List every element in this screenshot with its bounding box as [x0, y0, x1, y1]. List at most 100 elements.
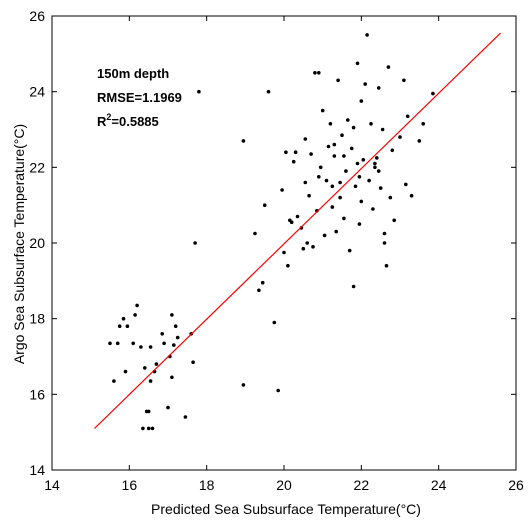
data-point-30: [183, 415, 188, 419]
data-point-40: [262, 203, 267, 207]
x-tick-label-22: 22: [354, 477, 370, 493]
data-point-117: [330, 184, 335, 189]
data-point-101: [392, 218, 397, 223]
data-point-111: [338, 195, 342, 200]
data-point-106: [409, 193, 414, 198]
data-point-112: [355, 161, 360, 166]
x-tick-label-14: 14: [44, 477, 60, 493]
data-point-83: [357, 222, 362, 226]
data-point-77: [346, 118, 350, 122]
data-point-35: [241, 383, 246, 387]
fit-line: [94, 32, 501, 429]
x-axis-title: Predicted Sea Subsurface Temperature(°C): [151, 501, 421, 517]
data-point-110: [332, 142, 337, 147]
data-point-72: [336, 78, 340, 83]
data-point-20: [154, 362, 159, 366]
data-point-102: [398, 135, 402, 139]
data-point-17: [148, 345, 153, 349]
data-point-122: [376, 169, 381, 173]
data-point-73: [338, 180, 342, 185]
data-point-0: [108, 341, 112, 346]
data-point-27: [172, 343, 176, 347]
data-point-69: [330, 205, 335, 209]
data-point-10: [139, 345, 143, 349]
y-tick-label-14: 14: [29, 462, 45, 478]
data-point-5: [123, 369, 128, 374]
data-point-25: [170, 375, 174, 380]
data-point-26: [170, 313, 174, 317]
data-point-120: [303, 137, 308, 141]
data-point-3: [117, 324, 122, 329]
data-point-9: [135, 303, 139, 308]
annotation-r2: R2=0.5885: [97, 112, 159, 129]
data-point-36: [241, 139, 246, 143]
axis-ticks: 14 16 18 20 22 24 26 14 16 18 20 22 24 26: [29, 8, 524, 493]
fit-line-group: [94, 32, 501, 429]
data-point-16: [148, 379, 153, 383]
data-points: [108, 33, 435, 431]
data-point-84: [359, 99, 364, 103]
data-point-95: [380, 127, 385, 132]
data-point-29: [175, 335, 180, 340]
y-tick-label-26: 26: [29, 8, 45, 24]
data-point-51: [293, 150, 298, 154]
data-point-109: [431, 91, 435, 96]
data-point-103: [402, 78, 406, 83]
annotation-r2-prefix: R: [97, 114, 107, 129]
data-point-93: [376, 86, 381, 90]
data-point-22: [162, 341, 166, 346]
y-tick-label-22: 22: [29, 159, 45, 175]
y-tick-label-18: 18: [29, 311, 45, 327]
x-tick-label-26: 26: [508, 477, 524, 493]
data-point-55: [303, 180, 308, 185]
data-point-12: [143, 366, 147, 370]
data-point-92: [375, 156, 379, 160]
data-point-42: [272, 320, 277, 325]
data-point-59: [311, 245, 315, 249]
data-point-76: [344, 169, 348, 173]
data-point-63: [318, 165, 323, 170]
data-point-66: [324, 178, 329, 183]
data-point-43: [276, 388, 281, 393]
data-point-71: [334, 229, 339, 234]
data-point-98: [386, 65, 391, 69]
annotation-depth: 150m depth: [97, 66, 169, 81]
data-point-41: [266, 89, 271, 94]
y-tick-label-20: 20: [29, 235, 45, 251]
data-point-94: [378, 186, 383, 190]
data-point-104: [404, 182, 408, 187]
data-point-45: [282, 250, 286, 255]
data-point-23: [166, 405, 170, 410]
data-point-57: [307, 193, 311, 198]
annotation-rmse: RMSE=1.1969: [97, 90, 182, 105]
data-point-58: [309, 152, 313, 156]
data-point-68: [328, 122, 333, 126]
annotation-r2-value: =0.5885: [111, 114, 158, 129]
data-point-113: [373, 161, 377, 166]
data-point-18: [150, 426, 155, 431]
data-point-56: [305, 241, 310, 245]
x-tick-label-24: 24: [431, 477, 447, 493]
data-point-86: [363, 82, 368, 86]
data-point-91: [373, 165, 377, 170]
data-point-100: [390, 148, 395, 153]
data-point-34: [197, 89, 201, 94]
data-point-70: [332, 154, 337, 158]
data-point-2: [115, 341, 120, 346]
data-point-32: [191, 360, 195, 365]
data-point-85: [361, 158, 366, 162]
data-point-49: [289, 220, 294, 224]
data-point-116: [359, 199, 364, 204]
data-point-115: [342, 154, 346, 158]
data-point-37: [253, 231, 257, 236]
data-point-15: [146, 426, 151, 431]
data-point-52: [295, 214, 300, 219]
data-point-39: [260, 280, 265, 285]
data-point-114: [317, 175, 321, 179]
data-point-4: [121, 316, 126, 321]
data-point-47: [286, 263, 290, 268]
data-point-65: [322, 233, 327, 238]
y-tick-label-16: 16: [29, 386, 45, 402]
data-point-119: [357, 175, 362, 179]
